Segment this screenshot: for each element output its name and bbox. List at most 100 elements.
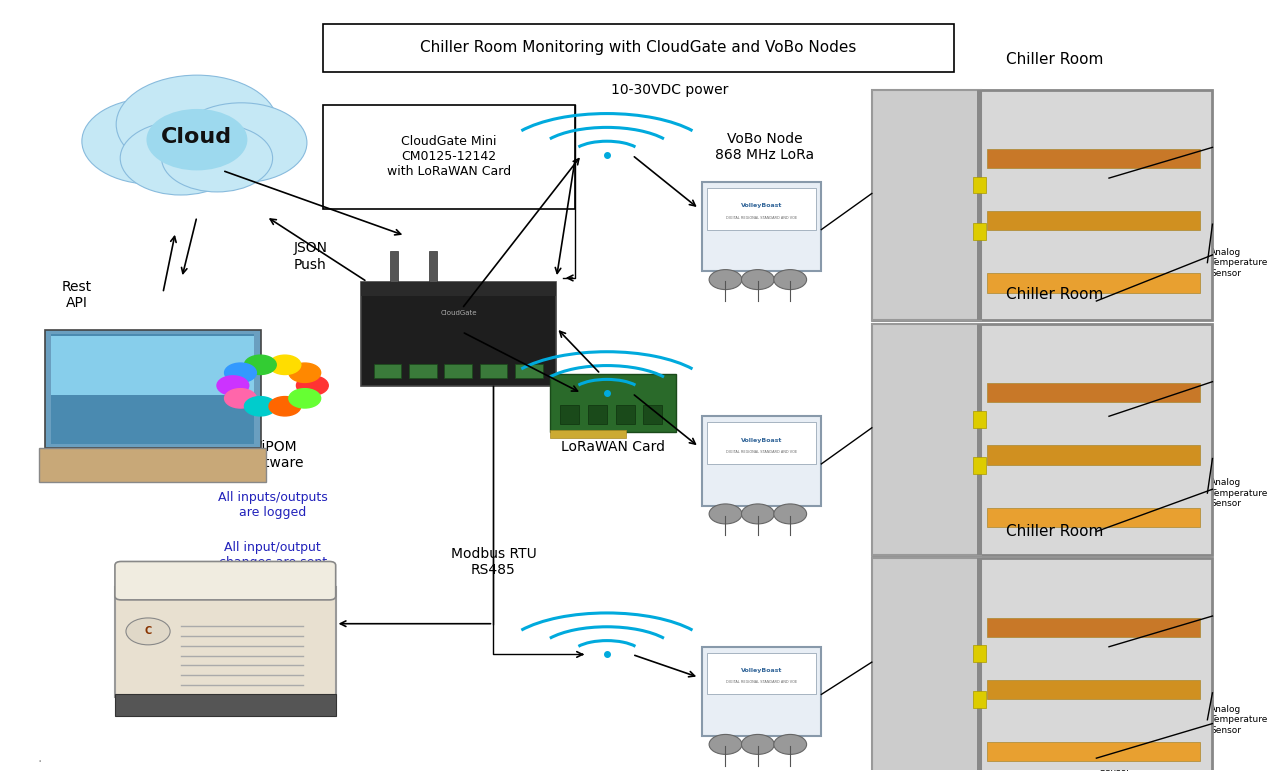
Text: Chiller Room: Chiller Room <box>1006 524 1103 539</box>
Bar <box>550 430 626 437</box>
Bar <box>973 223 986 239</box>
Bar <box>987 680 1199 699</box>
Text: Chiller Room: Chiller Room <box>1006 51 1103 67</box>
Bar <box>323 105 576 209</box>
Text: WiPOM
Software: WiPOM Software <box>242 440 303 470</box>
Bar <box>973 411 986 428</box>
Bar <box>872 559 1212 777</box>
Text: All input/output
changes are sent
to the Cloud: All input/output changes are sent to the… <box>219 541 326 584</box>
Bar <box>561 405 579 424</box>
Bar <box>872 89 1212 320</box>
Bar <box>550 374 676 432</box>
Bar <box>701 182 822 271</box>
Circle shape <box>224 363 256 382</box>
Bar <box>115 695 335 716</box>
Text: CloudGate Mini
CM0125-12142
with LoRaWAN Card: CloudGate Mini CM0125-12142 with LoRaWAN… <box>387 135 511 179</box>
Bar <box>707 653 817 695</box>
Text: Analog
Temperature
Sensor: Analog Temperature Sensor <box>1100 286 1156 316</box>
Bar <box>480 364 507 378</box>
Circle shape <box>161 124 273 192</box>
Circle shape <box>120 121 242 195</box>
Bar <box>987 211 1199 230</box>
Bar <box>96 148 298 217</box>
Circle shape <box>709 734 742 754</box>
Bar <box>45 330 261 448</box>
Text: Analog
Temperature
Sensor: Analog Temperature Sensor <box>1100 744 1156 773</box>
Circle shape <box>297 376 328 395</box>
Text: Dry Contact
Door Switch: Dry Contact Door Switch <box>1111 406 1170 427</box>
Text: VolleyBoast: VolleyBoast <box>741 437 782 443</box>
Circle shape <box>244 355 276 375</box>
Text: Analog
Temperature
Sensor: Analog Temperature Sensor <box>1210 248 1267 277</box>
Bar <box>408 364 436 378</box>
Text: VolleyBoast: VolleyBoast <box>741 668 782 673</box>
Bar <box>872 324 1212 555</box>
Text: Backup generator: Backup generator <box>210 643 335 657</box>
Text: DIGITAL REGIONAL STANDARD AND VOE: DIGITAL REGIONAL STANDARD AND VOE <box>726 450 797 454</box>
Circle shape <box>289 388 321 408</box>
Text: CloudGate: CloudGate <box>440 310 477 316</box>
Bar <box>707 422 817 464</box>
Bar <box>977 324 982 555</box>
Text: All inputs/outputs
are logged: All inputs/outputs are logged <box>218 490 328 518</box>
Bar <box>987 742 1199 761</box>
Text: Analog
Temperature
Sensor: Analog Temperature Sensor <box>1100 517 1156 546</box>
Circle shape <box>289 363 321 382</box>
Text: Chiller Room Monitoring with CloudGate and VoBo Nodes: Chiller Room Monitoring with CloudGate a… <box>420 40 856 55</box>
Text: Dry Contact
Door Switch: Dry Contact Door Switch <box>1111 636 1170 657</box>
Bar <box>644 405 663 424</box>
Circle shape <box>741 270 774 290</box>
Bar <box>973 645 986 662</box>
Bar <box>987 383 1199 402</box>
Bar <box>701 416 822 506</box>
Text: Dry Contact
Door Switch: Dry Contact Door Switch <box>1111 167 1170 189</box>
Text: Modbus RTU
RS485: Modbus RTU RS485 <box>451 547 536 577</box>
Circle shape <box>741 734 774 754</box>
Bar <box>444 364 472 378</box>
Bar <box>429 251 436 282</box>
Text: Analog
Temperature
Sensor: Analog Temperature Sensor <box>1210 478 1267 508</box>
Text: 10-30VDC power: 10-30VDC power <box>612 82 728 97</box>
Bar <box>323 23 954 72</box>
Bar <box>872 559 980 777</box>
Text: LoRaWAN Card: LoRaWAN Card <box>561 440 666 454</box>
Text: DIGITAL REGIONAL STANDARD AND VOE: DIGITAL REGIONAL STANDARD AND VOE <box>726 216 797 220</box>
Text: DIGITAL REGIONAL STANDARD AND VOE: DIGITAL REGIONAL STANDARD AND VOE <box>726 681 797 685</box>
Text: Chiller Room: Chiller Room <box>1006 287 1103 302</box>
Circle shape <box>269 396 301 416</box>
Bar <box>361 282 557 295</box>
Bar <box>588 405 607 424</box>
Text: C: C <box>145 626 151 636</box>
Text: ·: · <box>37 755 41 769</box>
Text: VoBo Node
868 MHz LoRa: VoBo Node 868 MHz LoRa <box>716 132 814 162</box>
Circle shape <box>774 734 806 754</box>
Bar <box>973 457 986 474</box>
Circle shape <box>224 388 256 408</box>
Bar <box>973 692 986 708</box>
Bar <box>616 405 635 424</box>
Text: JSON
Push: JSON Push <box>293 242 328 272</box>
Bar <box>872 324 980 555</box>
Bar <box>973 176 986 193</box>
FancyBboxPatch shape <box>115 562 335 600</box>
Circle shape <box>709 504 742 524</box>
Bar <box>51 334 255 444</box>
Bar <box>987 507 1199 527</box>
Bar <box>987 445 1199 465</box>
Bar <box>361 282 557 385</box>
Circle shape <box>146 109 247 170</box>
Circle shape <box>709 270 742 290</box>
Bar <box>701 646 822 736</box>
Circle shape <box>774 270 806 290</box>
Bar <box>987 149 1199 168</box>
Bar <box>40 448 266 482</box>
Circle shape <box>82 98 223 184</box>
Circle shape <box>175 103 307 183</box>
Bar <box>115 587 335 698</box>
Circle shape <box>741 504 774 524</box>
Bar <box>977 89 982 320</box>
Bar <box>977 559 982 777</box>
Bar <box>374 364 402 378</box>
Bar <box>515 364 543 378</box>
Circle shape <box>116 75 278 173</box>
